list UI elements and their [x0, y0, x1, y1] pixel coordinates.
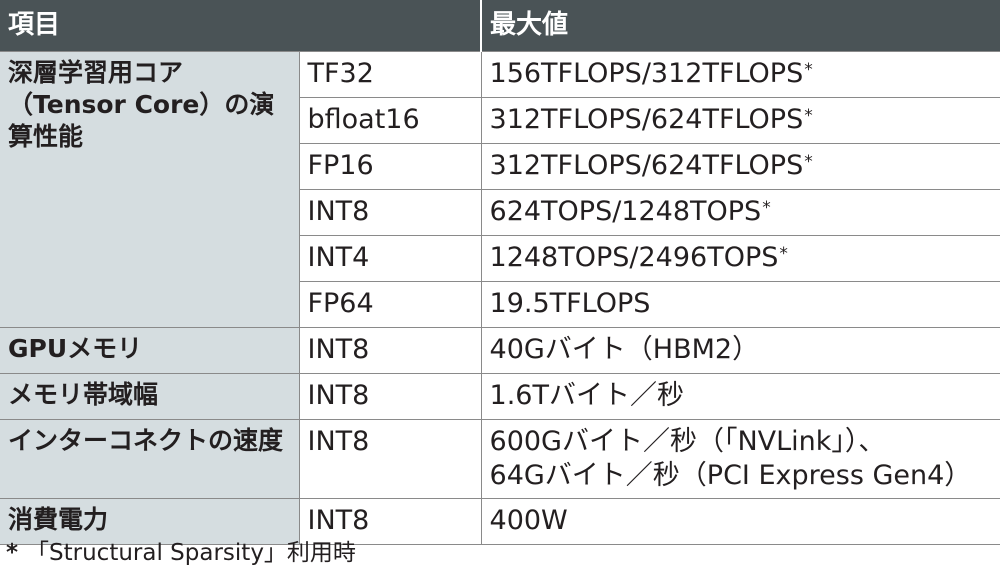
table-row: 消費電力 INT8 400W — [0, 497, 1000, 545]
value-cell: 156TFLOPS/312TFLOPS* — [480, 50, 1000, 98]
value-cell: 312TFLOPS/624TFLOPS* — [480, 96, 1000, 144]
header-max-value: 最大値 — [481, 0, 1000, 51]
header-row: 項目 最大値 — [0, 0, 1000, 51]
table-row: FP16 312TFLOPS/624TFLOPS* — [0, 142, 1000, 190]
type-cell: bfloat16 — [298, 96, 482, 144]
sparsity-mark: * — [804, 59, 813, 80]
sparsity-mark: * — [762, 197, 771, 218]
value-text: 312TFLOPS/624TFLOPS — [489, 149, 804, 181]
value-cell: 19.5TFLOPS — [480, 280, 1000, 328]
value-text: 156TFLOPS/312TFLOPS — [489, 57, 804, 89]
value-text: 600Gバイト／秒（「NVLink」）、 — [489, 425, 886, 457]
value-cell: 624TOPS/1248TOPS* — [480, 188, 1000, 236]
sparsity-mark: * — [804, 151, 813, 172]
value-cell: 40Gバイト（HBM2） — [480, 326, 1000, 374]
value-text: 40Gバイト（HBM2） — [489, 333, 760, 365]
type-cell: FP64 — [298, 280, 482, 328]
value-cell: 1248TOPS/2496TOPS* — [480, 234, 1000, 282]
value-text: 312TFLOPS/624TFLOPS — [489, 103, 804, 135]
type-cell: FP16 — [298, 142, 482, 190]
value-text-line2: 64Gバイト／秒（PCI Express Gen4） — [489, 459, 972, 491]
value-text: 1248TOPS/2496TOPS — [489, 241, 779, 273]
type-cell: INT8 — [298, 188, 482, 236]
type-cell: INT8 — [298, 372, 482, 420]
table-row: FP64 19.5TFLOPS — [0, 280, 1000, 328]
item-cell: 深層学習用コア（Tensor Core）の演算性能 — [0, 50, 300, 328]
sparsity-mark: * — [804, 105, 813, 126]
footnote-mark: * — [6, 540, 19, 566]
table-row: GPUメモリ INT8 40Gバイト（HBM2） — [0, 326, 1000, 374]
table-row: メモリ帯域幅 INT8 1.6Tバイト／秒 — [0, 372, 1000, 420]
table-row: INT4 1248TOPS/2496TOPS* — [0, 234, 1000, 282]
item-cell: 消費電力 — [0, 497, 300, 545]
table-row: INT8 624TOPS/1248TOPS* — [0, 188, 1000, 236]
item-cell: メモリ帯域幅 — [0, 372, 300, 420]
footnote-text: 「Structural Sparsity」利用時 — [26, 540, 356, 566]
value-text: 1.6Tバイト／秒 — [489, 379, 684, 411]
type-cell: INT8 — [298, 418, 482, 499]
value-text: 400W — [489, 504, 568, 536]
sparsity-mark: * — [779, 243, 788, 264]
footnote: * 「Structural Sparsity」利用時 — [6, 538, 356, 568]
table-row: 深層学習用コア（Tensor Core）の演算性能 TF32 156TFLOPS… — [0, 50, 1000, 328]
value-text: 624TOPS/1248TOPS — [489, 195, 762, 227]
header-item: 項目 — [0, 0, 483, 51]
table-row: インターコネクトの速度 INT8 600Gバイト／秒（「NVLink」）、 64… — [0, 418, 1000, 499]
spec-table: 項目 最大値 深層学習用コア（Tensor Core）の演算性能 TF32 15… — [0, 0, 1000, 545]
item-cell: インターコネクトの速度 — [0, 418, 300, 499]
value-cell: 312TFLOPS/624TFLOPS* — [480, 142, 1000, 190]
value-cell: 1.6Tバイト／秒 — [480, 372, 1000, 420]
type-cell: INT8 — [298, 497, 482, 545]
type-cell: INT8 — [298, 326, 482, 374]
type-cell: INT4 — [298, 234, 482, 282]
type-cell: TF32 — [298, 50, 482, 98]
value-cell: 400W — [480, 497, 1000, 545]
value-text: 19.5TFLOPS — [489, 287, 651, 319]
item-cell: GPUメモリ — [0, 326, 300, 374]
value-cell: 600Gバイト／秒（「NVLink」）、 64Gバイト／秒（PCI Expres… — [480, 418, 1000, 499]
